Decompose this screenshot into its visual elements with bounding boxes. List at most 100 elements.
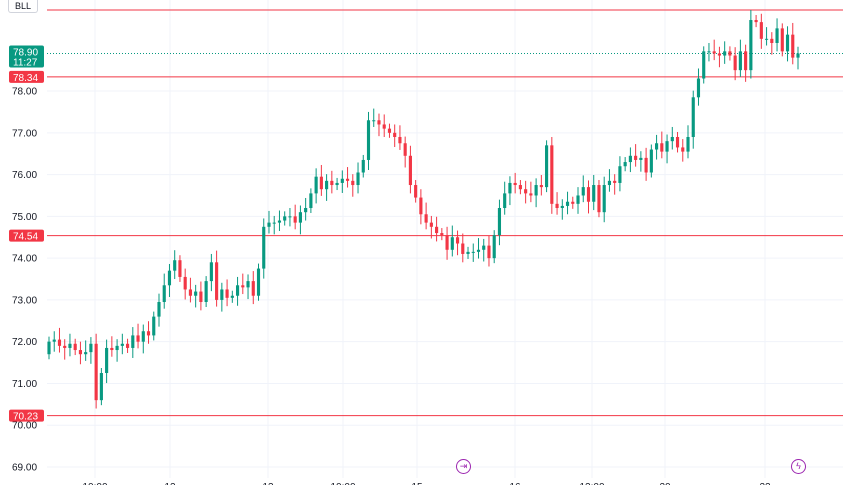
y-tick-label: 74.00	[12, 254, 37, 265]
candle	[78, 341, 82, 365]
candle	[141, 324, 145, 354]
candle	[539, 175, 543, 196]
candle	[634, 144, 638, 167]
candle	[288, 208, 292, 227]
candles	[47, 10, 800, 409]
candle	[419, 189, 423, 225]
candle	[534, 178, 538, 208]
x-tick-label: 10:00	[82, 482, 107, 485]
candle	[99, 367, 103, 406]
candle	[84, 340, 88, 361]
time-axis: 10:00 12 13 10:00 15 16 12:00 20 22	[82, 482, 771, 485]
candle	[351, 174, 355, 197]
candle	[325, 174, 329, 201]
candle	[110, 336, 114, 357]
candle	[770, 32, 774, 55]
y-tick-label: 78.00	[12, 87, 37, 98]
candle	[649, 144, 653, 178]
x-tick-label: 12	[164, 482, 176, 485]
bar-countdown: 11:27	[13, 57, 38, 68]
candle	[235, 276, 240, 306]
candle	[188, 277, 192, 303]
candle	[728, 46, 732, 61]
candle	[440, 228, 444, 241]
candle	[482, 238, 486, 262]
candle	[173, 250, 177, 280]
candle	[283, 211, 287, 226]
candle	[503, 181, 507, 215]
candle	[775, 18, 779, 52]
candle	[429, 215, 433, 239]
candle	[759, 13, 763, 49]
symbol-label: BLL	[15, 1, 32, 11]
candle	[681, 139, 685, 162]
candle	[47, 336, 51, 360]
candle	[162, 273, 166, 309]
candle	[545, 140, 549, 193]
candle	[63, 339, 67, 360]
candle	[382, 114, 386, 137]
candle	[183, 268, 187, 300]
candle	[733, 47, 737, 81]
candle	[723, 41, 727, 64]
candle	[372, 108, 376, 127]
candle	[304, 197, 308, 221]
candle	[670, 126, 674, 150]
candle	[52, 331, 56, 352]
candle	[571, 196, 575, 209]
current-price-value: 78.90	[13, 47, 38, 58]
dividend-arrow-icon[interactable]: ⇥	[456, 459, 471, 474]
level-tag-value: 74.54	[13, 232, 38, 243]
candle	[466, 246, 470, 259]
candle	[550, 136, 554, 214]
candle	[602, 176, 606, 223]
candle	[754, 15, 758, 28]
candle	[592, 175, 596, 211]
candle	[262, 218, 266, 279]
candle	[167, 263, 172, 297]
symbol-badge: BLL	[8, 0, 39, 13]
candle	[445, 226, 449, 260]
candle	[115, 339, 119, 362]
candle	[68, 333, 72, 357]
candle	[749, 10, 753, 79]
x-tick-label: 15	[411, 482, 423, 485]
candle	[476, 238, 481, 259]
candle	[298, 205, 302, 235]
y-tick-label: 70.00	[12, 421, 37, 432]
candle	[618, 156, 622, 192]
candle	[518, 180, 522, 195]
candle	[639, 151, 643, 172]
candle	[686, 125, 690, 159]
price-axis: 69.00 70.00 71.00 72.00 73.00 74.00 75.00 76.00…	[12, 87, 37, 474]
candle	[702, 46, 706, 84]
candle	[712, 39, 716, 61]
candle	[791, 22, 795, 65]
candle	[414, 180, 418, 203]
y-tick-label: 77.00	[12, 128, 37, 139]
candle	[309, 188, 313, 214]
candle	[785, 26, 790, 62]
candle	[696, 68, 701, 106]
x-tick-label: 10:00	[330, 482, 355, 485]
candle	[361, 154, 365, 178]
current-price-tag	[9, 45, 44, 68]
lightning-icon[interactable]: ϟ	[791, 459, 806, 474]
y-tick-label: 76.00	[12, 170, 37, 181]
candle	[387, 123, 392, 138]
level-tag-value: 70.23	[13, 412, 38, 423]
candle	[738, 39, 742, 77]
candle	[744, 44, 748, 82]
candle	[492, 230, 496, 264]
candle	[356, 162, 360, 194]
candle	[623, 157, 627, 172]
candle	[204, 276, 208, 308]
candle	[319, 164, 323, 196]
candle	[241, 273, 245, 295]
candle	[393, 124, 397, 148]
candle	[435, 216, 439, 242]
candle	[581, 175, 585, 203]
candle	[529, 181, 533, 203]
candle	[497, 199, 502, 246]
